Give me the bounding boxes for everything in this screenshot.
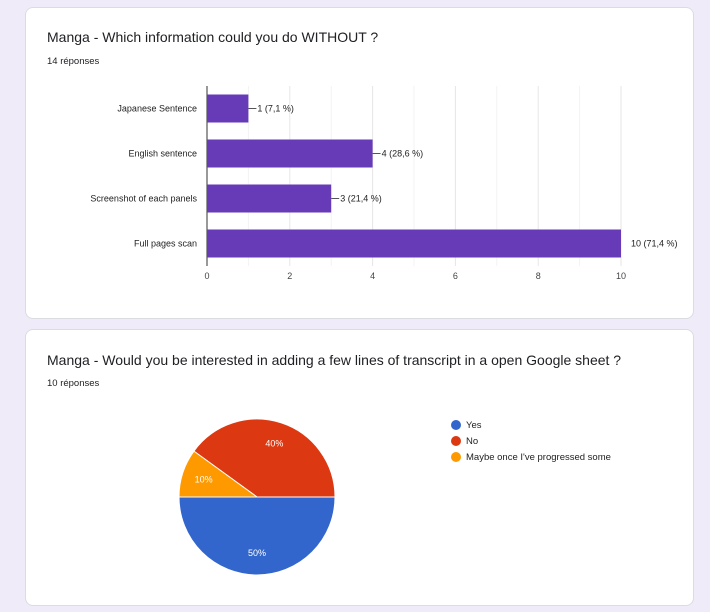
question-card-without: Manga - Which information could you do W… [25,7,694,319]
x-tick-label: 8 [536,271,541,281]
question-title: Manga - Which information could you do W… [47,29,379,45]
x-tick-label: 0 [204,271,209,281]
pie-slice [193,418,336,498]
bar-data-label: 4 (28,6 %) [382,149,424,159]
x-tick-label: 6 [453,271,458,281]
legend-marker [451,436,461,446]
category-label: Full pages scan [134,239,197,249]
pie-data-label: 10% [195,475,213,485]
x-tick-label: 10 [616,271,626,281]
bar [207,94,249,123]
x-tick-label: 2 [287,271,292,281]
legend-marker [451,420,461,430]
response-count: 10 réponses [47,378,100,389]
bar-chart: 0 2 4 6 8 10 Japanese Sentence 1 (7,1 %) English… [90,86,678,281]
legend-label: Maybe once I've progressed some [466,452,611,463]
category-label: English sentence [128,149,197,159]
question-card-transcript: Manga - Would you be interested in addin… [25,329,694,606]
legend-label: Yes [466,420,482,431]
legend-marker [451,452,461,462]
pie-slice [178,450,259,498]
pie-data-label: 40% [265,439,283,449]
bar-data-label: 3 (21,4 %) [340,194,382,204]
legend-label: No [466,436,478,447]
category-label: Screenshot of each panels [90,194,197,204]
bar [207,229,621,258]
pie-chart: 50% 40% 10% Yes No Maybe once I've progressed… [178,418,611,576]
response-count: 14 réponses [47,56,100,67]
question-title: Manga - Would you be interested in addin… [47,352,622,368]
x-tick-label: 4 [370,271,375,281]
pie-slice [178,496,336,576]
pie-data-label: 50% [248,548,266,558]
bar-data-label: 1 (7,1 %) [257,104,294,114]
bar [207,184,332,213]
bar [207,139,373,168]
bar-data-label: 10 (71,4 %) [631,239,678,249]
category-label: Japanese Sentence [117,104,197,114]
